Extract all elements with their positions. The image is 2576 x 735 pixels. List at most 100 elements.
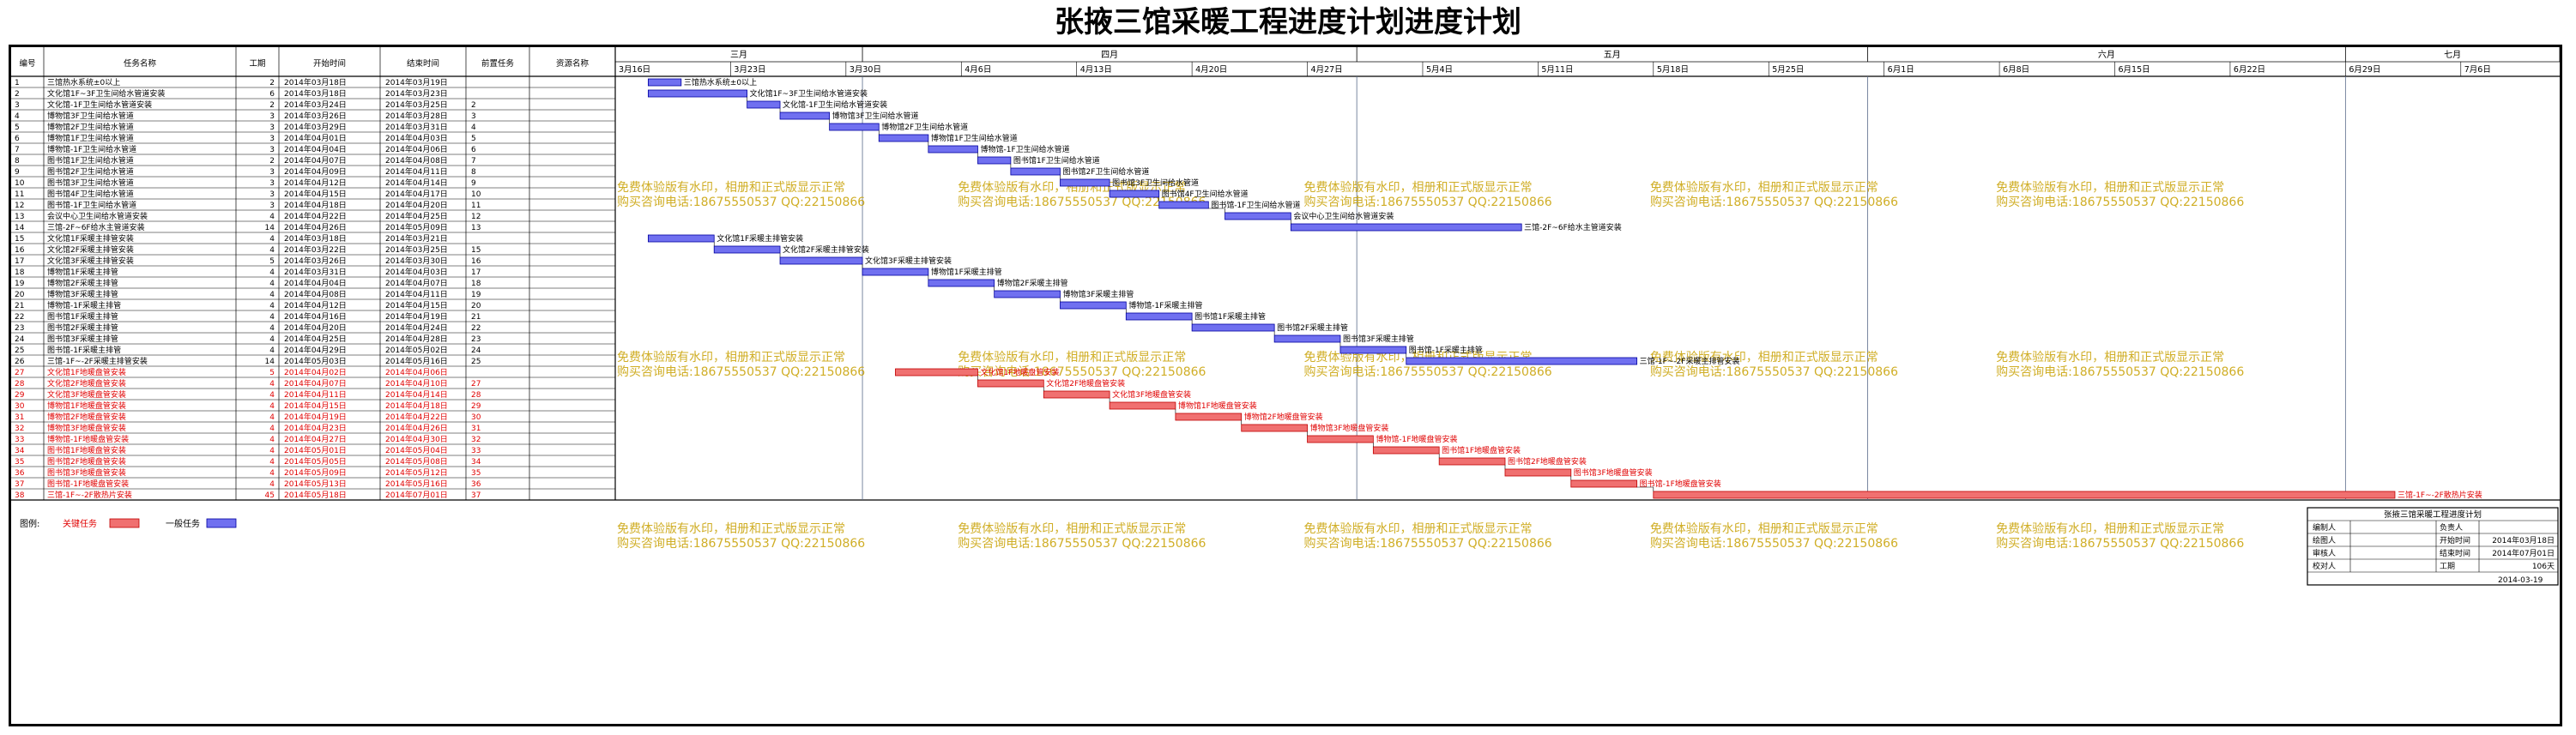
- cell-id: 20: [15, 291, 25, 299]
- cell-duration: 2: [269, 101, 275, 110]
- cell-id: 30: [15, 402, 25, 411]
- cell-end: 2014年03月25日: [385, 244, 448, 255]
- cell-start: 2014年05月09日: [284, 467, 347, 478]
- task-bar: [1339, 346, 1407, 354]
- watermark-line1: 免费体验版有水印，相册和正式版显示正常: [1650, 181, 1878, 195]
- cell-start: 2014年04月04日: [284, 144, 347, 154]
- cell-end: 2014年05月16日: [385, 479, 448, 489]
- cell-duration: 4: [269, 246, 275, 255]
- column-header: 前置任务: [481, 58, 515, 69]
- watermark-line1: 免费体验版有水印，相册和正式版显示正常: [617, 351, 845, 364]
- cell-start: 2014年03月18日: [284, 77, 347, 87]
- info-box-label: 审核人: [2313, 548, 2336, 558]
- cell-end: 2014年07月01日: [385, 490, 448, 500]
- week-tick-label: 5月4日: [1426, 65, 1453, 75]
- task-bar-label: 博物馆2F采暖主排管: [997, 278, 1068, 288]
- cell-end: 2014年04月03日: [385, 133, 448, 143]
- task-bar: [862, 268, 929, 276]
- task-bar: [1307, 435, 1374, 443]
- cell-duration: 3: [269, 112, 275, 121]
- cell-start: 2014年04月19日: [284, 412, 347, 422]
- cell-predecessor: 25: [471, 358, 481, 366]
- cell-id: 8: [15, 157, 20, 166]
- cell-predecessor: 15: [471, 246, 481, 255]
- cell-task-name: 博物馆-1F地暖盘管安装: [47, 434, 129, 444]
- cell-id: 5: [15, 124, 20, 132]
- cell-duration: 5: [269, 369, 275, 377]
- task-bar-label: 博物馆-1F采暖主排管: [1128, 300, 1202, 310]
- watermark-line2: 购买咨询电话:18675550537 QQ:22150866: [1650, 537, 1898, 551]
- task-bar-label: 图书馆2F卫生间给水管道: [1062, 166, 1149, 177]
- cell-end: 2014年05月02日: [385, 345, 448, 355]
- cell-end: 2014年04月15日: [385, 300, 448, 310]
- task-bar: [1125, 312, 1193, 321]
- cell-start: 2014年03月26日: [284, 111, 347, 121]
- task-bar: [1060, 178, 1110, 187]
- week-tick-label: 6月15日: [2119, 65, 2150, 75]
- task-bar-label: 博物馆-1F卫生间给水管道: [980, 144, 1069, 154]
- cell-start: 2014年04月29日: [284, 345, 347, 355]
- cell-duration: 3: [269, 135, 275, 143]
- cell-task-name: 会议中心卫生间给水管道安装: [47, 211, 148, 221]
- cell-duration: 4: [269, 469, 275, 478]
- cell-start: 2014年03月22日: [284, 244, 347, 255]
- cell-end: 2014年04月19日: [385, 311, 448, 322]
- task-bar-label: 文化馆3F采暖主排管安装: [865, 256, 952, 266]
- cell-task-name: 文化馆3F采暖主排管安装: [47, 256, 134, 266]
- cell-predecessor: 35: [471, 469, 481, 478]
- cell-task-name: 三馆-1F~-2F散热片安装: [47, 490, 132, 500]
- cell-id: 34: [15, 447, 25, 455]
- cell-task-name: 图书馆1F采暖主排管: [47, 311, 118, 322]
- cell-id: 9: [15, 168, 20, 177]
- cell-duration: 2: [269, 79, 275, 87]
- cell-task-name: 图书馆1F卫生间给水管道: [47, 155, 134, 166]
- cell-duration: 5: [269, 257, 275, 266]
- cell-start: 2014年04月07日: [284, 378, 347, 389]
- week-tick-label: 4月20日: [1195, 65, 1227, 75]
- cell-id: 6: [15, 135, 20, 143]
- cell-predecessor: 23: [471, 335, 481, 344]
- cell-id: 14: [15, 224, 25, 232]
- info-box-value: 106天: [2532, 563, 2555, 571]
- cell-id: 4: [15, 112, 20, 121]
- watermark-line2: 购买咨询电话:18675550537 QQ:22150866: [617, 196, 865, 209]
- cell-duration: 3: [269, 124, 275, 132]
- task-bar-label: 三馆-2F~6F给水主管道安装: [1524, 222, 1622, 232]
- watermark-line2: 购买咨询电话:18675550537 QQ:22150866: [1996, 537, 2244, 551]
- cell-end: 2014年04月14日: [385, 389, 448, 400]
- watermark-line2: 购买咨询电话:18675550537 QQ:22150866: [958, 365, 1206, 379]
- task-bar-label: 文化馆-1F卫生间给水管道安装: [783, 99, 887, 110]
- cell-predecessor: 24: [471, 346, 481, 355]
- cell-id: 18: [15, 268, 25, 277]
- task-bar: [1372, 446, 1440, 455]
- cell-duration: 14: [265, 224, 275, 232]
- watermark-line1: 免费体验版有水印，相册和正式版显示正常: [1650, 522, 1878, 536]
- cell-end: 2014年04月03日: [385, 267, 448, 277]
- cell-end: 2014年04月24日: [385, 322, 448, 333]
- task-bar: [1653, 491, 2396, 499]
- cell-duration: 4: [269, 447, 275, 455]
- cell-duration: 4: [269, 380, 275, 389]
- cell-task-name: 博物馆1F地暖盘管安装: [47, 401, 126, 411]
- week-tick-label: 6月8日: [2003, 65, 2029, 75]
- task-bar: [1175, 413, 1243, 421]
- task-bar-label: 文化馆1F采暖主排管安装: [717, 233, 803, 244]
- week-tick-label: 4月13日: [1080, 65, 1112, 75]
- task-bar-label: 博物馆3F地暖盘管安装: [1310, 423, 1389, 433]
- task-bar: [1504, 468, 1572, 477]
- month-label: 六月: [2098, 50, 2115, 60]
- week-tick-label: 5月25日: [1772, 65, 1804, 75]
- watermark-line1: 免费体验版有水印，相册和正式版显示正常: [1996, 181, 2224, 195]
- cell-predecessor: 36: [471, 480, 481, 489]
- task-bar: [977, 379, 1044, 388]
- task-bar-label: 三馆-1F~-2F采暖主排管安装: [1640, 356, 1740, 366]
- watermark-line1: 免费体验版有水印，相册和正式版显示正常: [958, 522, 1186, 536]
- task-bar: [1406, 357, 1638, 365]
- watermark-line1: 免费体验版有水印，相册和正式版显示正常: [617, 181, 845, 195]
- task-bar: [713, 245, 781, 254]
- dependency-line: [1208, 208, 1225, 213]
- cell-id: 37: [15, 480, 24, 489]
- month-label: 四月: [1101, 50, 1118, 60]
- watermark-line2: 购买咨询电话:18675550537 QQ:22150866: [958, 537, 1206, 551]
- column-header: 任务名称: [124, 58, 157, 69]
